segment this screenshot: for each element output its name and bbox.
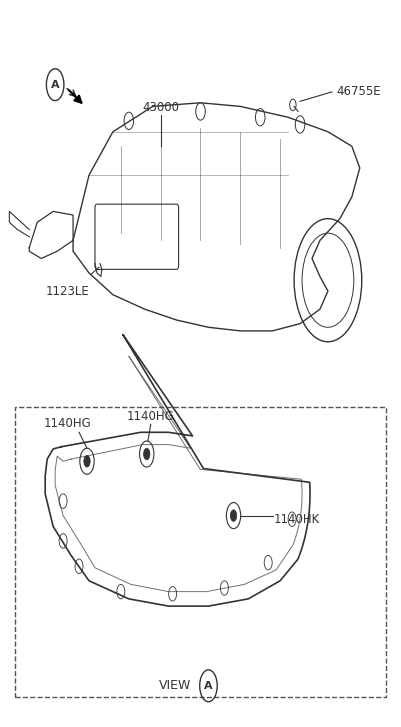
Text: A: A xyxy=(51,80,59,89)
Text: 1140HG: 1140HG xyxy=(43,417,91,430)
Text: 43000: 43000 xyxy=(142,100,179,113)
Text: 1140HK: 1140HK xyxy=(274,513,320,526)
Circle shape xyxy=(230,510,237,521)
Text: VIEW: VIEW xyxy=(159,679,192,692)
Circle shape xyxy=(144,449,150,459)
Text: 46755E: 46755E xyxy=(336,85,381,98)
Bar xyxy=(15,407,386,696)
Text: 1140HG: 1140HG xyxy=(127,410,174,423)
Circle shape xyxy=(84,456,90,467)
Text: 1123LE: 1123LE xyxy=(45,285,89,298)
Text: A: A xyxy=(204,680,213,691)
